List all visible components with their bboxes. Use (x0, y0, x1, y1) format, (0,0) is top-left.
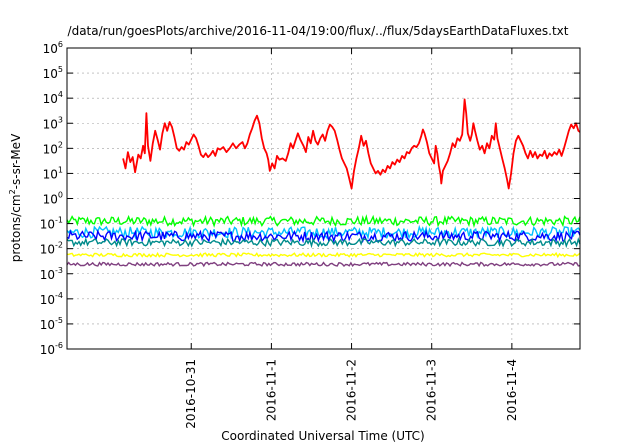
x-tick-labels: 2016-10-31 2016-11-1 2016-11-2 2016-11-3 201… (184, 359, 519, 429)
x-tick-label: 2016-11-1 (264, 359, 278, 421)
y-tick-label: 10-6 (40, 341, 63, 357)
y-tick-label: 102 (43, 140, 63, 156)
y-tick-label: 10-4 (40, 291, 63, 307)
flux-series-1 (122, 98, 581, 190)
y-tick-label: 100 (43, 191, 63, 207)
y-tick-label: 105 (43, 65, 63, 81)
y-tick-label: 10-1 (40, 216, 63, 232)
flux-series-2 (66, 214, 581, 228)
y-tick-label: 104 (43, 90, 63, 106)
plot-frame (66, 47, 581, 350)
y-tick-label: 106 (43, 40, 63, 56)
flux-series-4 (66, 229, 581, 244)
flux-series-5 (66, 236, 581, 249)
y-tick-labels: 10-6 10-5 10-4 10-3 10-2 10-1 100 101 102 103 104 1… (40, 40, 63, 357)
x-tick-label: 2016-11-4 (505, 359, 519, 421)
x-tick-label: 2016-10-31 (184, 359, 198, 429)
y-tick-label: 10-3 (40, 266, 63, 282)
y-tick-label: 103 (43, 115, 63, 131)
chart-title: /data/run/goesPlots/archive/2016-11-04/1… (68, 24, 569, 38)
y-axis-label: protons/cm2-s-sr-MeV (8, 133, 23, 262)
grid (67, 48, 580, 349)
y-tick-label: 101 (43, 165, 63, 181)
x-axis-label: Coordinated Universal Time (UTC) (221, 429, 424, 443)
flux-series-7 (66, 261, 581, 268)
x-tick-label: 2016-11-3 (425, 359, 439, 421)
axes (66, 47, 581, 350)
y-tick-label: 10-2 (40, 241, 63, 257)
flux-series-6 (66, 251, 581, 259)
y-tick-label: 10-5 (40, 316, 63, 332)
plot-series (66, 98, 581, 268)
x-tick-label: 2016-11-2 (345, 359, 359, 421)
